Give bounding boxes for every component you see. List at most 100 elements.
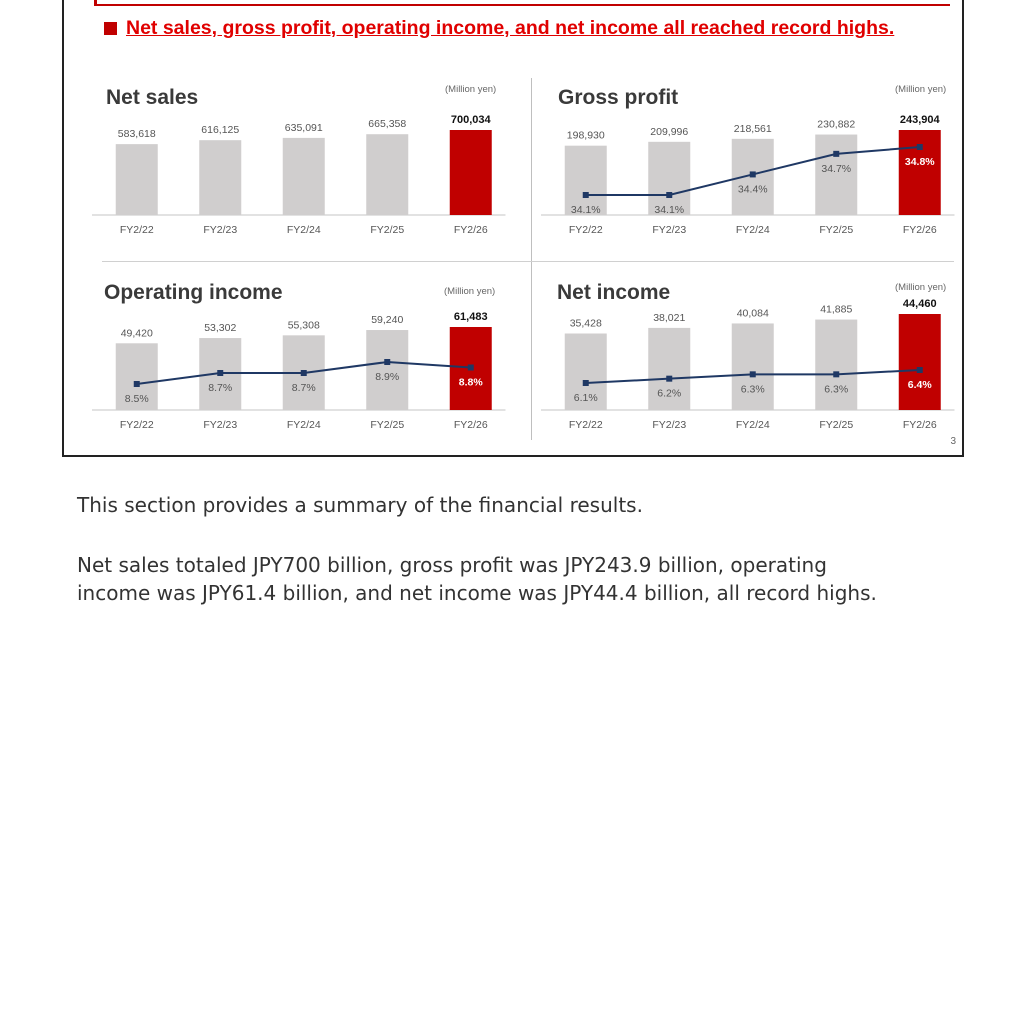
ratio-label: 34.1% bbox=[654, 204, 684, 216]
data-label: 53,302 bbox=[204, 322, 236, 334]
ratio-label: 34.1% bbox=[571, 204, 601, 216]
bar bbox=[199, 140, 242, 215]
ratio-point bbox=[666, 375, 673, 382]
data-label: 616,125 bbox=[201, 124, 239, 136]
page-number: 3 bbox=[950, 436, 956, 447]
data-label: 44,460 bbox=[903, 298, 937, 310]
bar bbox=[115, 343, 158, 410]
bar bbox=[282, 137, 325, 215]
bar bbox=[449, 130, 492, 215]
unit-label-net-income: (Million yen) bbox=[895, 282, 947, 293]
x-tick-label: FY2/22 bbox=[120, 419, 154, 431]
data-label: 218,561 bbox=[734, 123, 772, 135]
panel-title-gross-profit: Gross profit bbox=[558, 86, 679, 109]
data-label: 198,930 bbox=[567, 130, 605, 142]
x-tick-label: FY2/26 bbox=[903, 224, 937, 236]
ratio-point bbox=[384, 359, 391, 365]
ratio-label: 34.7% bbox=[821, 163, 851, 175]
narrative-detail-line-2: income was JPY61.4 billion, and net inco… bbox=[77, 581, 877, 605]
data-label: 665,358 bbox=[368, 118, 406, 130]
x-tick-label: FY2/22 bbox=[569, 419, 603, 431]
ratio-point bbox=[582, 192, 589, 198]
header-rule bbox=[94, 4, 950, 6]
bar bbox=[648, 141, 691, 215]
data-label: 209,996 bbox=[650, 126, 688, 138]
bar bbox=[366, 330, 409, 410]
ratio-point bbox=[833, 371, 840, 378]
ratio-label: 34.8% bbox=[905, 156, 935, 168]
ratio-label: 8.9% bbox=[375, 371, 399, 383]
x-tick-label: FY2/24 bbox=[736, 224, 770, 236]
ratio-label: 8.5% bbox=[125, 393, 149, 405]
bar bbox=[815, 134, 858, 215]
x-tick-label: FY2/26 bbox=[454, 419, 488, 431]
headline: Net sales, gross profit, operating incom… bbox=[104, 17, 894, 40]
x-tick-label: FY2/25 bbox=[370, 224, 404, 236]
unit-label-gross-profit: (Million yen) bbox=[895, 84, 947, 95]
data-label: 61,483 bbox=[454, 311, 488, 323]
bar bbox=[564, 145, 607, 215]
x-tick-label: FY2/25 bbox=[819, 419, 853, 431]
x-tick-label: FY2/23 bbox=[652, 224, 686, 236]
ratio-point bbox=[467, 364, 474, 371]
narrative-detail-line-1: Net sales totaled JPY700 billion, gross … bbox=[77, 553, 827, 577]
ratio-label: 6.1% bbox=[574, 392, 598, 404]
x-tick-label: FY2/25 bbox=[819, 224, 853, 236]
ratio-point bbox=[749, 371, 756, 378]
x-tick-label: FY2/26 bbox=[903, 419, 937, 431]
bar bbox=[366, 134, 409, 215]
x-tick-label: FY2/24 bbox=[736, 419, 770, 431]
narrative-summary: This section provides a summary of the f… bbox=[77, 493, 643, 517]
unit-label-operating-income: (Million yen) bbox=[444, 286, 496, 297]
data-label: 583,618 bbox=[118, 128, 156, 140]
data-label: 635,091 bbox=[285, 122, 323, 134]
vertical-divider bbox=[531, 78, 532, 440]
ratio-point bbox=[749, 171, 756, 178]
ratio-label: 8.7% bbox=[292, 382, 316, 394]
ratio-point bbox=[916, 367, 923, 373]
data-label: 41,885 bbox=[820, 304, 852, 316]
ratio-label: 34.4% bbox=[738, 183, 768, 195]
ratio-label: 8.8% bbox=[459, 377, 484, 389]
ratio-point bbox=[666, 192, 673, 198]
data-label: 49,420 bbox=[121, 327, 153, 339]
x-tick-label: FY2/24 bbox=[287, 224, 321, 236]
data-label: 38,021 bbox=[653, 312, 685, 324]
ratio-label: 6.4% bbox=[908, 379, 933, 391]
data-label: 55,308 bbox=[288, 319, 320, 331]
x-tick-label: FY2/23 bbox=[203, 224, 237, 236]
x-tick-label: FY2/23 bbox=[652, 419, 686, 431]
bar bbox=[648, 327, 691, 410]
data-label: 700,034 bbox=[451, 114, 492, 126]
horizontal-divider bbox=[102, 261, 954, 262]
bar bbox=[815, 319, 858, 410]
ratio-point bbox=[916, 144, 923, 150]
panel-title-net-sales: Net sales bbox=[106, 86, 199, 109]
bar bbox=[898, 314, 941, 410]
ratio-point bbox=[833, 150, 840, 157]
ratio-point bbox=[133, 381, 140, 387]
x-tick-label: FY2/22 bbox=[120, 224, 154, 236]
data-label: 243,904 bbox=[900, 114, 941, 126]
panel-title-net-income: Net income bbox=[557, 281, 671, 304]
header-mark bbox=[94, 0, 97, 6]
ratio-point bbox=[582, 380, 589, 386]
ratio-label: 6.3% bbox=[824, 383, 848, 395]
data-label: 59,240 bbox=[371, 314, 403, 326]
unit-label-net-sales: (Million yen) bbox=[445, 84, 497, 95]
data-label: 40,084 bbox=[737, 307, 769, 319]
charts-canvas: 583,618 FY2/22 616,125 FY2/23 635,091 FY2/24 6… bbox=[92, 114, 955, 431]
ratio-label: 8.7% bbox=[208, 382, 232, 394]
x-tick-label: FY2/25 bbox=[370, 419, 404, 431]
ratio-point bbox=[217, 370, 224, 376]
data-label: 35,428 bbox=[570, 318, 602, 330]
headline-text: Net sales, gross profit, operating incom… bbox=[126, 17, 895, 39]
slide: Net sales, gross profit, operating incom… bbox=[62, 0, 964, 457]
x-tick-label: FY2/23 bbox=[203, 419, 237, 431]
bar bbox=[115, 144, 158, 215]
bar bbox=[898, 130, 941, 215]
bar bbox=[731, 323, 774, 410]
headline-bullet-icon bbox=[104, 22, 117, 35]
data-label: 230,882 bbox=[817, 119, 855, 131]
x-tick-label: FY2/22 bbox=[569, 224, 603, 236]
